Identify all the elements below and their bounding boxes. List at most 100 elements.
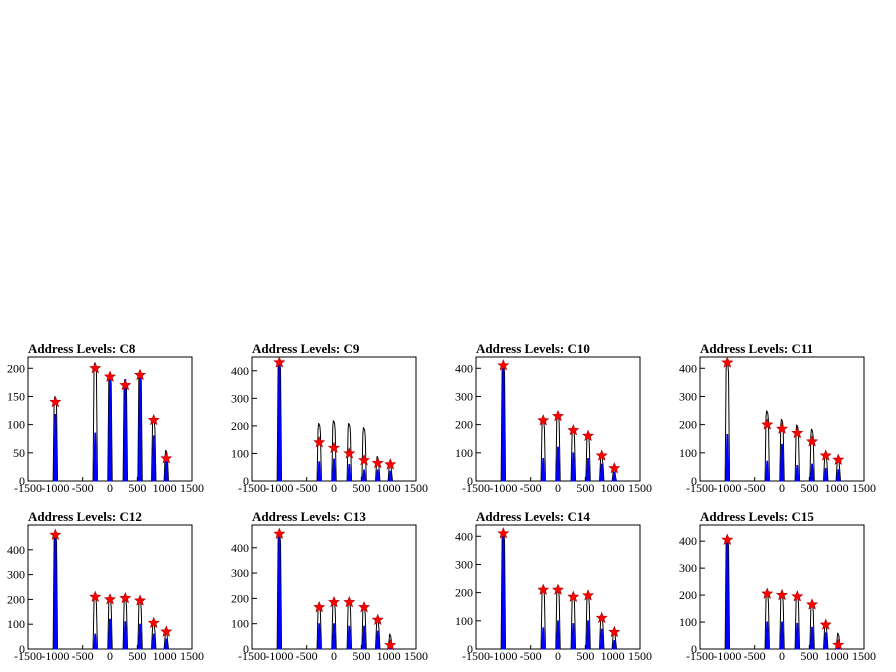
peak-fill [107, 618, 113, 650]
x-tick-label: -1500 [14, 649, 42, 663]
peak-marker [119, 378, 132, 391]
x-tick-label: 0 [555, 481, 561, 495]
peak-marker [791, 590, 804, 602]
chart-title: Address Levels: C13 [252, 509, 366, 524]
peak-marker [806, 435, 819, 447]
x-tick-label: -1500 [686, 481, 714, 495]
chart-title: Address Levels: C9 [252, 341, 360, 356]
peak-marker [384, 638, 397, 651]
peak-fill [779, 443, 785, 482]
peak-marker [721, 533, 734, 545]
peak-marker [103, 370, 117, 382]
x-tick-label: 1500 [180, 649, 204, 663]
x-tick-label: 1000 [153, 481, 177, 495]
y-tick-label: 200 [455, 586, 473, 600]
chart-panel: Address Levels: C12 0 100 200 300 400 -1500 -10… [7, 509, 204, 663]
peak-fill [347, 625, 352, 650]
x-tick-label: -1500 [462, 649, 490, 663]
peak-outline [794, 424, 801, 482]
chart-panel: Address Levels: C8 0 50 100 150 200 -1500 -1000… [7, 341, 204, 495]
peak-fill [347, 463, 352, 482]
peak-marker [134, 594, 147, 606]
peak-fill [779, 621, 785, 650]
chart-panel: Address Levels: C15 0 100 200 300 400 -1500 -10… [679, 509, 876, 663]
y-tick-label: 0 [691, 474, 697, 488]
x-tick-label: 0 [107, 481, 113, 495]
peak-marker [761, 418, 774, 430]
peak-outline [331, 420, 337, 482]
peak-marker [160, 625, 173, 637]
x-tick-label: -500 [744, 481, 766, 495]
y-tick-label: 300 [231, 391, 249, 405]
y-tick-label: 100 [455, 614, 473, 628]
y-tick-label: 300 [679, 561, 697, 575]
peak-fill [795, 465, 800, 482]
x-tick-label: 0 [779, 481, 785, 495]
x-tick-label: 0 [107, 649, 113, 663]
x-tick-label: -1000 [265, 649, 293, 663]
y-tick-label: 200 [7, 592, 25, 606]
peak-marker [119, 591, 132, 604]
x-tick-label: -1000 [713, 649, 741, 663]
peak-fill [361, 625, 367, 650]
peak-fill [555, 446, 561, 482]
peak-fill [541, 627, 546, 650]
peak-fill [93, 432, 98, 482]
x-tick-label: -1000 [713, 481, 741, 495]
peak-marker [775, 588, 789, 601]
peak-marker [160, 452, 173, 464]
peak-marker [358, 454, 371, 466]
peak-fill [823, 632, 828, 650]
y-tick-label: 400 [231, 541, 249, 555]
x-tick-label: -1000 [41, 481, 69, 495]
peak-marker [358, 600, 371, 613]
peak-fill [571, 623, 576, 650]
peak-marker [582, 429, 595, 442]
peak-marker [343, 595, 356, 608]
x-tick-label: 0 [331, 481, 337, 495]
chart-panel: Address Levels: C14 0 100 200 300 400 -1500 -10… [455, 509, 652, 663]
peak-marker [551, 409, 565, 422]
peak-fill [585, 620, 591, 650]
peak-outline [361, 427, 367, 482]
peak-marker [89, 590, 102, 603]
peak-fill [375, 469, 380, 482]
chart-panel: Address Levels: C13 0 100 200 300 400 -1500 -10… [231, 509, 428, 663]
peak-fill [317, 461, 322, 482]
peak-marker [134, 368, 147, 381]
peak-outline [779, 418, 785, 482]
peak-marker [761, 587, 774, 599]
x-tick-label: -1500 [14, 481, 42, 495]
peak-fill [809, 463, 815, 482]
peak-marker [384, 458, 397, 470]
y-tick-label: 200 [231, 591, 249, 605]
chart-title: Address Levels: C12 [28, 509, 142, 524]
x-tick-label: -500 [72, 649, 94, 663]
y-tick-label: 100 [7, 617, 25, 631]
chart-panel: Address Levels: C9 0 100 200 300 400 -1500 -100… [231, 341, 428, 495]
peak-marker [806, 598, 819, 610]
y-tick-label: 200 [679, 588, 697, 602]
peak-marker [147, 616, 160, 629]
x-tick-label: -1500 [238, 649, 266, 663]
peak-marker [819, 618, 832, 630]
y-tick-label: 0 [467, 642, 473, 656]
x-tick-label: -1000 [489, 649, 517, 663]
peak-marker [497, 359, 510, 371]
peak-fill [809, 626, 815, 650]
x-tick-label: 500 [352, 649, 370, 663]
x-tick-label: 1500 [404, 481, 428, 495]
peak-marker [567, 423, 580, 436]
peak-marker [371, 456, 384, 469]
peak-marker [89, 361, 102, 374]
x-tick-label: -1000 [41, 649, 69, 663]
peak-fill [361, 469, 367, 482]
peak-fill [151, 633, 156, 650]
peak-fill [765, 621, 770, 650]
y-tick-label: 400 [7, 543, 25, 557]
x-tick-label: 0 [779, 649, 785, 663]
y-tick-label: 100 [231, 617, 249, 631]
peak-fill [795, 622, 800, 650]
x-tick-label: 1500 [180, 481, 204, 495]
chart-title: Address Levels: C8 [28, 341, 136, 356]
